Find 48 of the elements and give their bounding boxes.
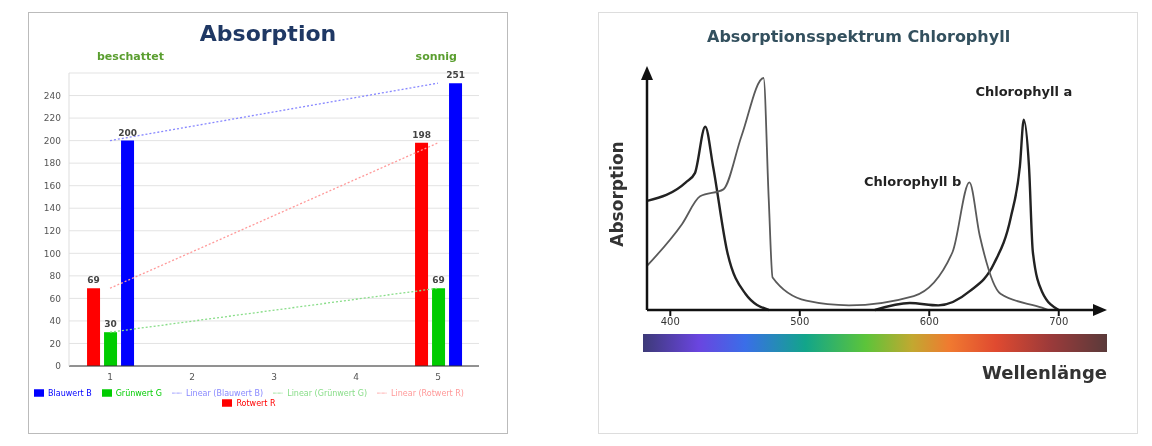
data-label: 69: [87, 275, 100, 286]
bar: [432, 288, 446, 366]
y-tick-label: 240: [43, 90, 62, 101]
y-tick-label: 20: [49, 338, 62, 349]
bar: [415, 142, 429, 366]
x-tick-label: 1: [107, 372, 113, 383]
data-label: 251: [446, 70, 465, 81]
x-tick-label: 400: [660, 316, 680, 328]
x-tick-label: 3: [271, 372, 277, 383]
legend-label: Linear (Blauwert B): [185, 388, 264, 398]
text: Chlorophyll a: [975, 83, 1073, 99]
bar: [121, 140, 135, 366]
legend-label: Rotwert R: [236, 398, 276, 408]
chart-title: Absorption: [198, 21, 338, 46]
legend-label: Blauwert B: [48, 388, 92, 398]
y-tick-label: 220: [43, 113, 62, 124]
y-axis-title: Absorption: [607, 141, 628, 247]
x-tick-label: 700: [1049, 316, 1069, 328]
x-tick-label: 5: [435, 372, 441, 383]
legend-label: Linear (Grünwert G): [287, 388, 368, 398]
y-tick-label: 40: [49, 316, 62, 327]
text: sonnig: [415, 50, 457, 63]
x-axis-title: Wellenlänge: [981, 362, 1107, 383]
y-tick-label: 140: [43, 203, 62, 214]
bar: [104, 332, 118, 366]
y-tick-label: 80: [49, 271, 62, 282]
y-tick-label: 160: [43, 180, 62, 191]
y-tick-label: 60: [49, 293, 62, 304]
data-label: 200: [118, 127, 137, 138]
legend-label: Grünwert G: [115, 388, 162, 398]
y-tick-label: 200: [43, 135, 62, 146]
y-tick-label: 0: [55, 361, 62, 372]
data-label: 198: [412, 129, 431, 140]
y-tick-label: 120: [43, 225, 62, 236]
chart-title: Absorptionsspektrum Chlorophyll: [706, 27, 1012, 46]
series-label: Chlorophyll b: [864, 174, 962, 190]
x-tick-label: 4: [353, 372, 360, 383]
bar: [449, 83, 463, 366]
bar: [87, 288, 101, 366]
data-label: 69: [432, 275, 445, 286]
x-tick-label: 2: [189, 372, 195, 383]
x-tick-label: 600: [919, 316, 939, 328]
y-tick-label: 180: [43, 158, 62, 169]
x-tick-label: 500: [790, 316, 810, 328]
data-label: 30: [104, 319, 117, 330]
text: beschattet: [97, 50, 164, 63]
y-tick-label: 100: [43, 248, 62, 259]
legend-label: Linear (Rotwert R): [391, 388, 464, 398]
